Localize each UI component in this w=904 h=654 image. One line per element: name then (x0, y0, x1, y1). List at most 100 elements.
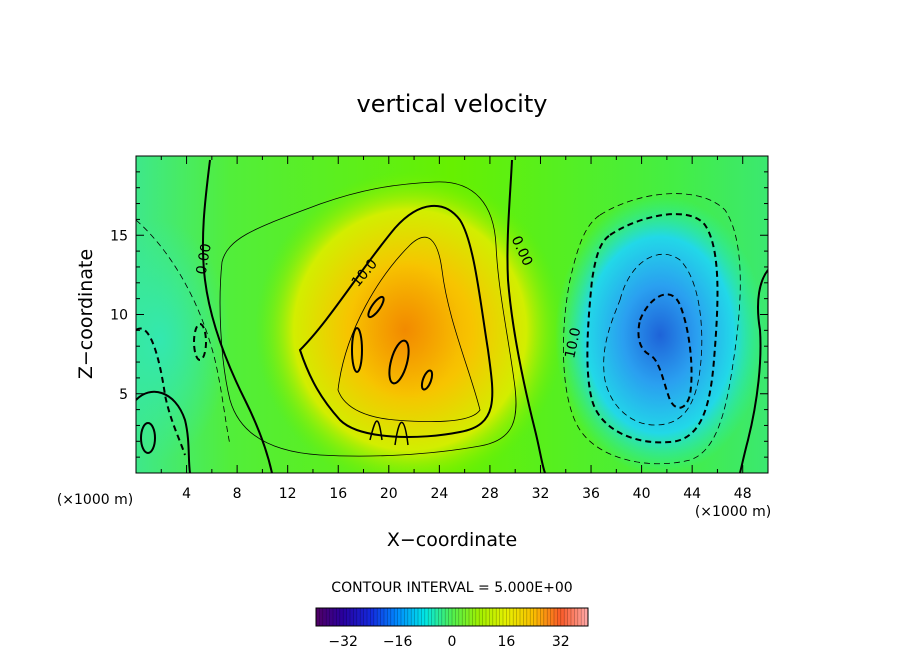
colorbar-swatch (390, 608, 395, 626)
colorbar-swatch (319, 608, 324, 626)
colorbar-swatch (455, 608, 460, 626)
contour-updraft-20d (367, 295, 385, 319)
colorbar-swatch (571, 608, 575, 626)
colorbar-swatch (458, 608, 463, 626)
colorbar-swatch (509, 608, 514, 626)
zero-contours (136, 159, 768, 473)
colorbar-swatch (316, 608, 320, 626)
y-axis-label: Z−coordinate (75, 249, 97, 379)
colorbar-swatch (496, 608, 500, 626)
x-tick-label: 8 (233, 486, 242, 502)
contour-downdraft-5 (563, 193, 741, 465)
colorbar-swatch (520, 608, 524, 626)
colorbar-tick-label: 0 (448, 634, 457, 650)
colorbar-swatch (404, 608, 409, 626)
x-tick-label: 28 (481, 486, 499, 502)
colorbar-swatch (513, 608, 517, 626)
chart-title: vertical velocity (357, 90, 548, 118)
contour-left-dashed-a (136, 327, 186, 456)
colorbar-swatch (479, 608, 483, 626)
colorbar-swatch (363, 608, 368, 626)
contour-updraft-spikes (369, 420, 409, 446)
colorbar-swatch (560, 608, 565, 626)
colorbar-tick-labels: −32 −16 0 16 32 (328, 634, 569, 650)
x-tick-label: 4 (182, 486, 191, 502)
colorbar-swatch (370, 608, 375, 626)
colorbar-swatch (445, 608, 449, 626)
contour-updraft-15 (337, 236, 481, 423)
colorbar-swatch (343, 608, 347, 626)
colorbar-swatch (333, 608, 337, 626)
colorbar-swatch (486, 608, 490, 626)
colorbar-swatch (574, 608, 579, 626)
zero-contour-lower-left (136, 390, 191, 473)
colorbar (315, 607, 589, 627)
contour-updraft-20c (420, 369, 434, 391)
updraft-contours (219, 181, 517, 457)
colorbar-swatch (499, 608, 504, 626)
y-tick-label: 5 (119, 387, 128, 403)
colorbar-swatch (503, 608, 507, 626)
zero-contour-mid (506, 159, 546, 473)
zero-contour-right (739, 269, 768, 473)
colorbar-swatch (452, 608, 456, 626)
colorbar-swatch (401, 608, 405, 626)
colorbar-swatch (462, 608, 466, 626)
colorbar-swatch (564, 608, 568, 626)
colorbar-swatch (346, 608, 351, 626)
y-tick-label: 10 (110, 308, 128, 324)
x-unit-label-right: (×1000 m) (695, 504, 771, 520)
colorbar-swatch (326, 608, 330, 626)
colorbar-swatch (438, 608, 443, 626)
colorbar-swatch (418, 608, 422, 626)
colorbar-swatch (377, 608, 381, 626)
colorbar-swatch (353, 608, 358, 626)
colorbar-swatch (411, 608, 415, 626)
colorbar-tick-label: −32 (328, 634, 358, 650)
colorbar-swatch (475, 608, 480, 626)
colorbar-swatch (472, 608, 477, 626)
contour-updraft-5 (219, 181, 517, 457)
colorbar-swatch (387, 608, 392, 626)
colorbar-swatch (339, 608, 344, 626)
colorbar-swatch (336, 608, 341, 626)
x-axis-label: X−coordinate (387, 529, 517, 551)
x-tick-label: 32 (532, 486, 550, 502)
colorbar-swatch (424, 608, 429, 626)
colorbar-frame (315, 607, 589, 627)
colorbar-swatch (533, 608, 538, 626)
contour-downdraft-15 (603, 254, 703, 426)
colorbar-swatch (435, 608, 439, 626)
x-tick-label: 16 (329, 486, 347, 502)
colorbar-swatch (492, 608, 497, 626)
x-tick-label: 12 (279, 486, 297, 502)
colorbar-swatch (367, 608, 371, 626)
x-tick-label: 36 (582, 486, 600, 502)
colorbar-swatch (465, 608, 470, 626)
colorbar-swatch (526, 608, 531, 626)
colorbar-swatch (329, 608, 334, 626)
downdraft-contours (136, 193, 741, 465)
colorbar-swatch (384, 608, 388, 626)
colorbar-swatch (482, 608, 487, 626)
left-weak-downdraft (136, 220, 230, 460)
colorbar-swatch (448, 608, 453, 626)
colorbar-tick-label: −16 (383, 634, 413, 650)
colorbar-swatch (380, 608, 385, 626)
colorbar-swatch (397, 608, 402, 626)
x-tick-label: 48 (734, 486, 752, 502)
x-tick-label: 40 (633, 486, 651, 502)
downdraft-region (555, 195, 765, 473)
y-axis-ticks: 5 10 15 (110, 171, 768, 458)
x-tick-label: 44 (683, 486, 701, 502)
contour-label: 0.00 (194, 242, 215, 275)
updraft-core (350, 260, 460, 400)
colorbar-swatch (577, 608, 582, 626)
contour-left-dashed-c (193, 323, 207, 361)
contour-updraft-20b (388, 339, 410, 385)
colorbar-swatch (431, 608, 436, 626)
y-tick-label: 15 (110, 228, 128, 244)
contour-left-dashed-b (136, 219, 231, 446)
